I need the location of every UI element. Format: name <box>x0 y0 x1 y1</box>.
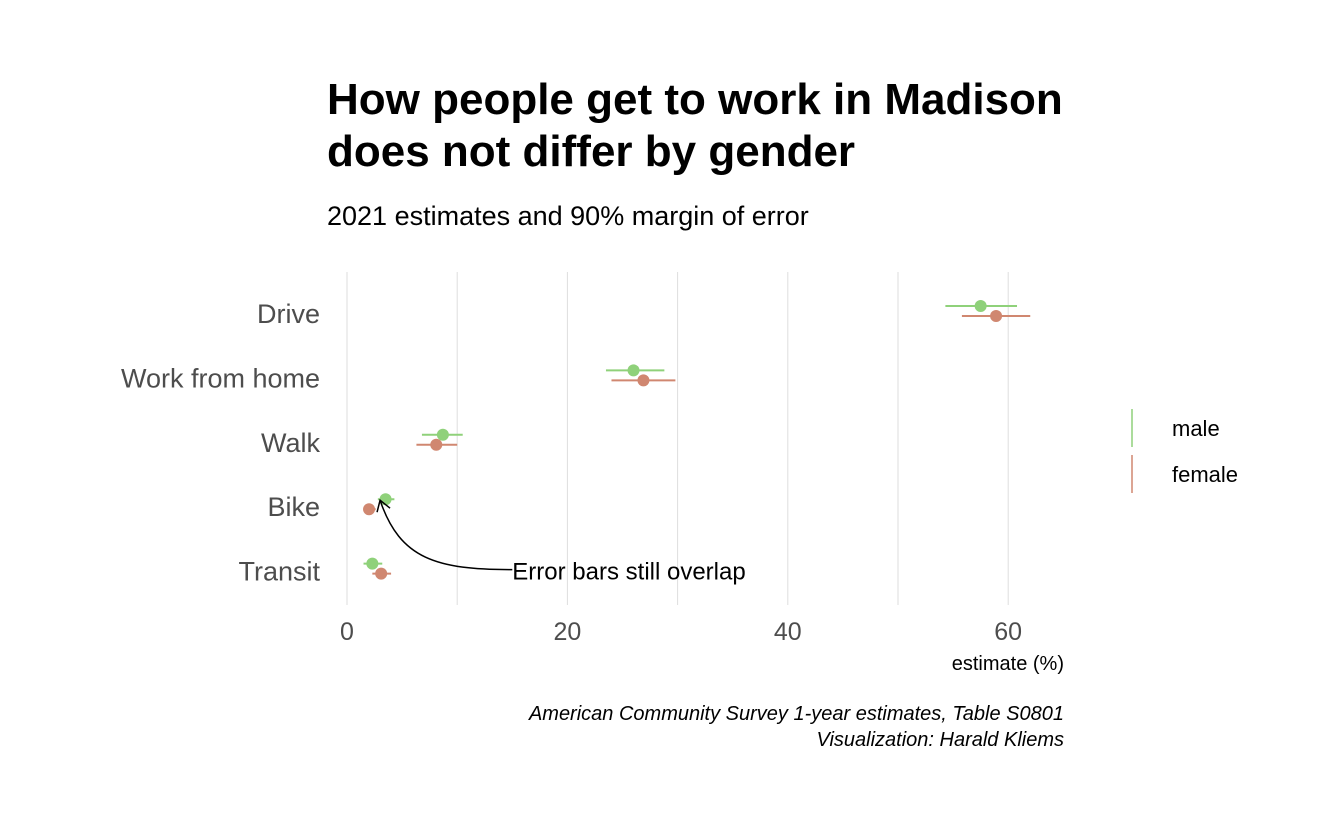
chart-title: How people get to work in Madison does n… <box>327 74 1227 178</box>
grid-lines <box>346 272 1009 605</box>
point-female <box>990 310 1003 322</box>
legend: male female <box>1131 409 1238 493</box>
x-axis-title: estimate (%) <box>952 653 1064 675</box>
annotation-arrowhead <box>376 498 391 513</box>
category-labels: Drive Work from home Walk Bike Transit <box>121 299 321 587</box>
category-label: Walk <box>261 428 320 458</box>
annotation: Error bars still overlap <box>376 498 746 586</box>
point-female <box>375 567 388 580</box>
chart-caption: American Community Survey 1-year estimat… <box>529 701 1064 753</box>
category-label: Work from home <box>121 363 320 393</box>
point-male <box>366 557 379 570</box>
annotation-text: Error bars still overlap <box>512 559 745 586</box>
point-female <box>637 374 650 387</box>
point-male <box>436 428 449 441</box>
category-label: Drive <box>257 299 320 329</box>
category-label: Transit <box>238 557 320 587</box>
x-tick-label: 0 <box>340 618 354 646</box>
chart-title-line-2: does not differ by gender <box>327 127 856 176</box>
point-female <box>430 438 443 451</box>
chart-subtitle: 2021 estimates and 90% margin of error <box>327 201 809 231</box>
point-male <box>974 300 987 312</box>
x-tick-label: 60 <box>994 618 1022 646</box>
caption-line-2: Visualization: Harald Kliems <box>816 729 1064 751</box>
chart-title-line-1: How people get to work in Madison <box>327 75 1063 124</box>
data-points <box>363 300 1003 580</box>
annotation-curve <box>379 499 513 571</box>
category-label: Bike <box>267 492 320 522</box>
caption-line-1: American Community Survey 1-year estimat… <box>528 703 1064 725</box>
legend-label-male: male <box>1172 416 1220 441</box>
legend-label-female: female <box>1172 462 1238 487</box>
x-tick-labels: 0 20 40 60 <box>340 618 1022 646</box>
point-female <box>363 503 376 516</box>
point-male <box>627 364 640 377</box>
x-tick-label: 20 <box>553 618 581 646</box>
x-tick-label: 40 <box>774 618 802 646</box>
error-bars <box>363 305 1031 575</box>
